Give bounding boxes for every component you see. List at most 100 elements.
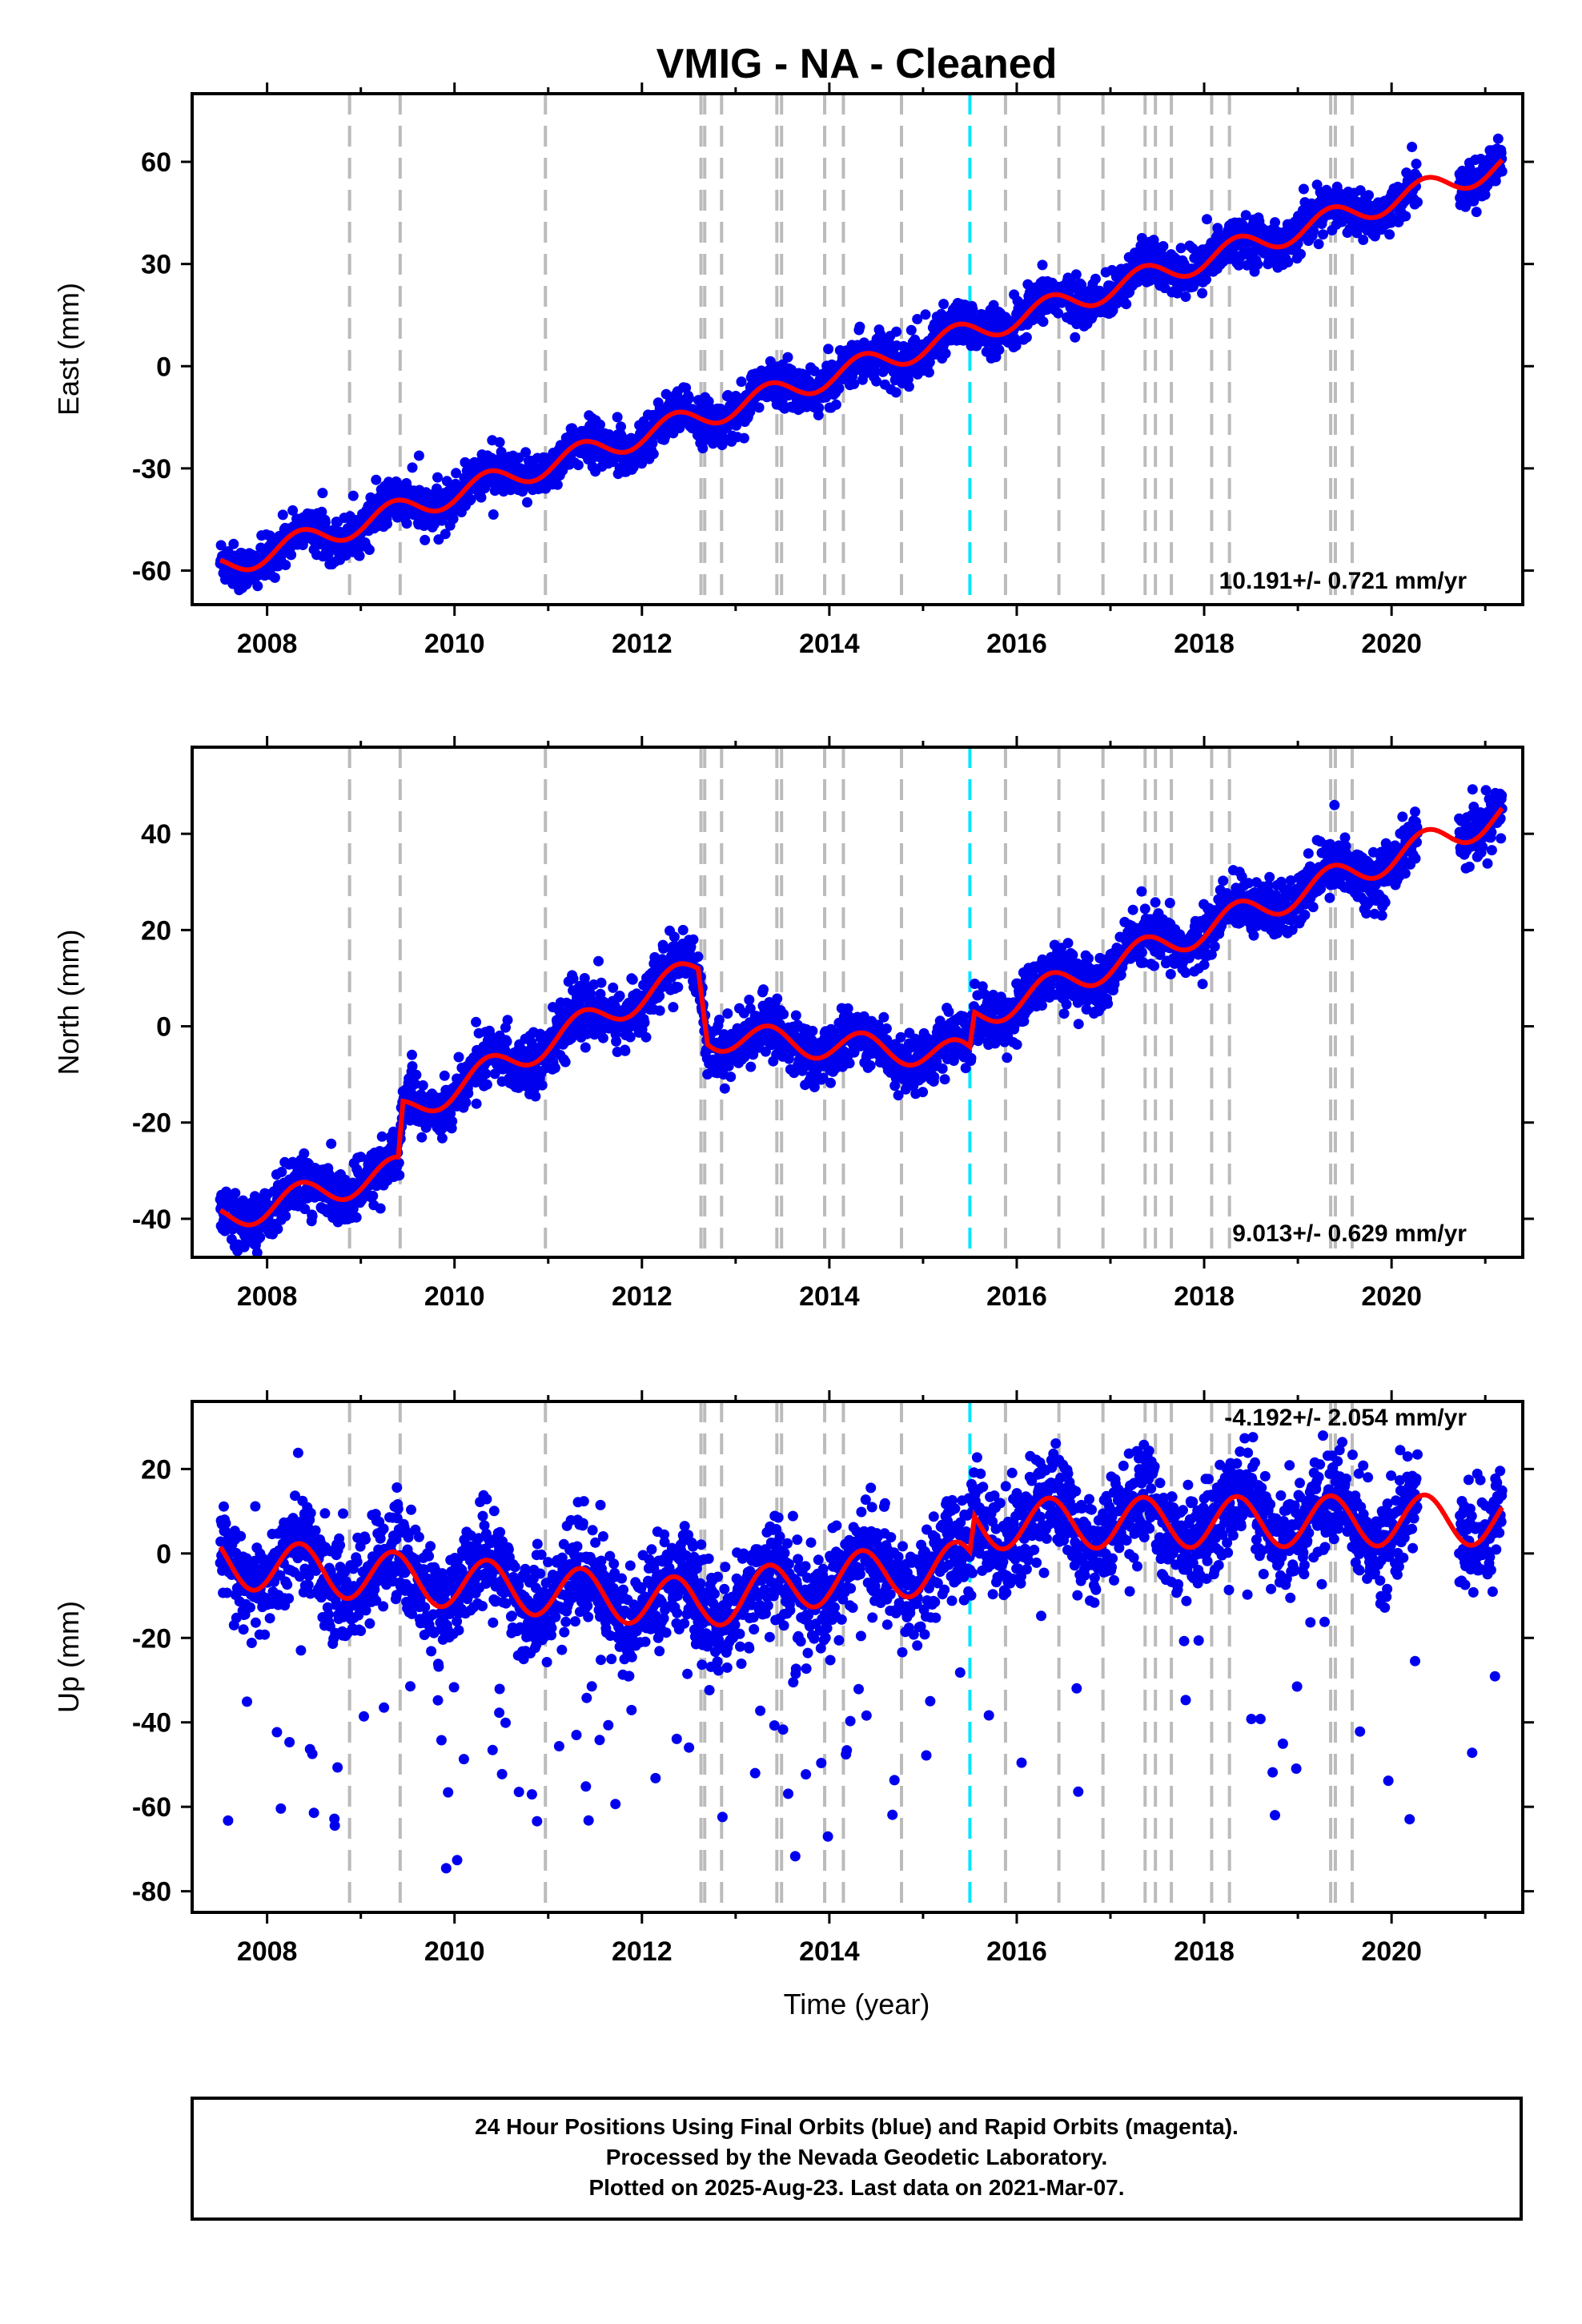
data-point [1492, 133, 1504, 144]
data-point [287, 505, 299, 516]
data-point [269, 572, 280, 583]
data-point [782, 352, 793, 363]
data-point [536, 1080, 548, 1091]
data-point [501, 1036, 512, 1047]
data-point [688, 934, 699, 945]
data-point [783, 1053, 794, 1064]
data-point [903, 381, 914, 392]
data-point [488, 509, 499, 520]
data-point [813, 402, 825, 413]
data-point [436, 1132, 448, 1144]
data-point [703, 396, 714, 407]
data-point [673, 982, 684, 993]
data-point [1252, 259, 1263, 270]
data-point [276, 1167, 287, 1177]
data-point [252, 581, 263, 592]
panel-east: 2008 2010 2012 2014 2016 2018 2020-60-3003060E… [52, 82, 1534, 659]
data-point [530, 1091, 541, 1102]
panels-group: 2008 2010 2012 2014 2016 2018 2020-60-3003060E… [52, 82, 1534, 1967]
data-point [1308, 225, 1319, 236]
data-point [614, 991, 625, 1001]
data-point [354, 550, 365, 561]
data-point [1355, 185, 1366, 196]
data-point [640, 1031, 652, 1043]
data-point [833, 383, 845, 394]
data-point [1412, 196, 1423, 207]
data-point [753, 402, 765, 413]
data-point [994, 344, 1005, 356]
data-point [807, 1025, 818, 1036]
data-point [568, 973, 579, 984]
data-point [420, 534, 431, 545]
data-point [286, 549, 297, 561]
data-point [595, 419, 605, 430]
data-point [873, 1019, 884, 1031]
data-point [1021, 332, 1032, 343]
x-tick-label: 2016 [986, 629, 1047, 659]
plot-area [215, 94, 1508, 605]
plot-frame [191, 92, 1524, 606]
data-point [572, 460, 584, 471]
data-point [251, 1247, 263, 1257]
data-point [416, 1132, 428, 1143]
data-point [1037, 259, 1048, 271]
data-point [376, 1131, 387, 1142]
data-point [319, 517, 331, 528]
y-axis-label: East (mm) [52, 283, 85, 416]
data-point [1038, 316, 1049, 328]
data-point [745, 1003, 756, 1014]
data-point [471, 1016, 482, 1027]
data-point [463, 1088, 474, 1099]
data-point [411, 1069, 422, 1080]
data-point [940, 348, 951, 359]
data-point [758, 984, 769, 995]
data-point [1411, 159, 1422, 170]
data-point [736, 376, 747, 388]
data-point [363, 545, 375, 555]
data-point [252, 1259, 263, 1269]
data-point [1090, 273, 1101, 284]
data-point [520, 447, 532, 458]
data-point [215, 540, 227, 551]
data-point [1053, 308, 1064, 319]
data-point [647, 438, 658, 449]
data-point [1298, 183, 1309, 195]
data-point [481, 1079, 492, 1090]
data-point [255, 1232, 266, 1243]
data-point [920, 309, 931, 320]
data-point [228, 538, 239, 549]
data-point [417, 1080, 428, 1091]
data-point [1121, 299, 1132, 310]
data-point [476, 492, 487, 503]
data-point [825, 1077, 836, 1088]
data-point [326, 1138, 337, 1149]
data-point [809, 365, 820, 376]
data-point [371, 474, 382, 485]
data-point [316, 506, 327, 517]
data-point [299, 1204, 311, 1215]
data-point [1010, 340, 1022, 352]
data-point [382, 518, 392, 529]
x-tick-label: 2012 [612, 629, 673, 659]
data-point [905, 324, 917, 336]
data-point [772, 993, 783, 1004]
data-point [560, 1056, 571, 1068]
data-point [595, 988, 606, 999]
data-point [549, 1063, 560, 1073]
data-point [891, 326, 902, 337]
data-point [580, 1042, 591, 1053]
data-point [938, 299, 950, 310]
data-point [347, 490, 359, 501]
data-point [589, 1029, 600, 1040]
data-point [453, 1051, 464, 1063]
data-point [612, 412, 623, 423]
data-point [447, 1116, 458, 1127]
data-point [719, 1083, 730, 1094]
data-point [413, 450, 424, 461]
data-point [684, 393, 695, 404]
data-point [654, 991, 665, 1002]
data-point [585, 988, 596, 999]
data-point [1471, 207, 1482, 218]
data-point [394, 1170, 405, 1180]
data-point [277, 509, 288, 521]
